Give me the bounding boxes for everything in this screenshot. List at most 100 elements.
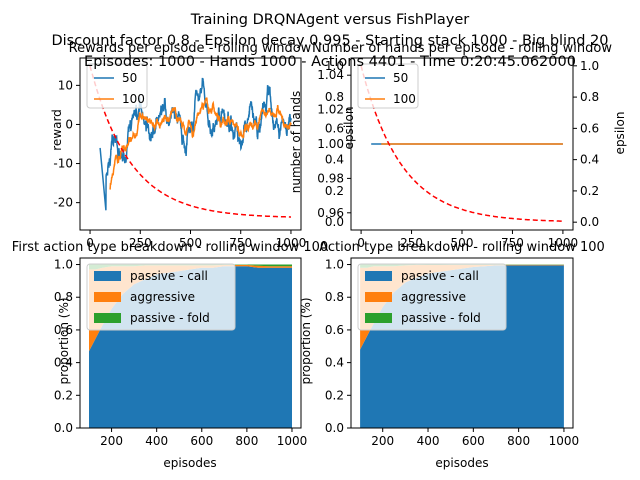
legend-label-50: 50 bbox=[393, 71, 408, 85]
y-tick-label: 1.00 bbox=[317, 137, 344, 151]
suptitle-line-3: Episodes: 1000 - Hands 1000 - Actions 44… bbox=[84, 54, 576, 70]
action-breakdown-x-label: episodes bbox=[435, 456, 488, 470]
y-tick-label: 1.0 bbox=[325, 258, 344, 272]
y-extra-tick-label: 0.0 bbox=[325, 215, 344, 229]
y-tick-label: 0.6 bbox=[54, 323, 73, 337]
x-tick-label: 500 bbox=[179, 236, 202, 250]
x-tick-label: 600 bbox=[190, 434, 213, 448]
first-action-subplot: passive - call aggressive passive - fold 2… bbox=[12, 240, 328, 470]
y-tick-label: 0.8 bbox=[325, 290, 344, 304]
first-action-y-ticks: 0.0 0.2 0.4 0.6 0.8 1.0 bbox=[54, 258, 80, 435]
legend-patch bbox=[94, 313, 121, 323]
x-tick-label: 600 bbox=[462, 434, 485, 448]
x-tick-label: 400 bbox=[417, 434, 440, 448]
x-tick-label: 1000 bbox=[276, 236, 307, 250]
legend-label-100: 100 bbox=[122, 92, 145, 106]
legend-patch bbox=[365, 292, 392, 302]
hands-y-label: number of hands bbox=[289, 91, 303, 193]
action-breakdown-y-label: proportion (%) bbox=[299, 297, 313, 384]
hands-y-ticks: 0.96 0.98 1.00 1.02 1.04 0.0 0.2 0.4 0.6 0.8 1.0 bbox=[317, 59, 351, 229]
x-tick-label: 250 bbox=[129, 236, 152, 250]
legend-box bbox=[357, 63, 419, 109]
y-extra-tick-label: 0.2 bbox=[325, 184, 344, 198]
x-tick-label: 800 bbox=[235, 434, 258, 448]
series-line-100 bbox=[109, 97, 292, 190]
y2-tick-label: 0.0 bbox=[580, 215, 599, 229]
y-extra-tick-label: 0.4 bbox=[325, 153, 344, 167]
hands-inner-epsilon-label: epsilon bbox=[342, 107, 356, 150]
x-tick-label: 400 bbox=[145, 434, 168, 448]
y-tick-label: 1.0 bbox=[54, 258, 73, 272]
first-action-plot-area: passive - call aggressive passive - fold bbox=[86, 263, 292, 428]
figure-suptitle: Training DRQNAgent versus FishPlayer Dis… bbox=[51, 12, 608, 70]
hands-y2-ticks: 0.0 0.2 0.4 0.6 0.8 1.0 bbox=[573, 59, 599, 229]
y2-tick-label: 0.6 bbox=[580, 121, 599, 135]
legend-patch bbox=[365, 271, 392, 281]
first-action-x-ticks: 200 400 600 800 1000 bbox=[100, 428, 307, 448]
y2-tick-label: 1.0 bbox=[580, 59, 599, 73]
hands-y2-label: epsilon bbox=[613, 112, 627, 155]
action-breakdown-plot-area: passive - call aggressive passive - fold bbox=[357, 263, 564, 428]
legend-label-50: 50 bbox=[122, 71, 137, 85]
hands-plot-area: 50 100 bbox=[357, 63, 563, 222]
y-tick-label: 0.96 bbox=[317, 206, 344, 220]
rewards-title: Rewards per episode - rolling window bbox=[69, 41, 312, 56]
y-tick-label: 0.6 bbox=[325, 323, 344, 337]
first-action-x-label: episodes bbox=[163, 456, 216, 470]
action-breakdown-x-ticks: 200 400 600 800 1000 bbox=[371, 428, 579, 448]
legend-label: aggressive bbox=[401, 290, 466, 304]
rewards-x-ticks: 0 250 500 750 1000 bbox=[86, 230, 306, 250]
x-tick-label: 800 bbox=[507, 434, 530, 448]
y-tick-label: 1.02 bbox=[317, 103, 344, 117]
hands-title: Number of hands per episode - rolling wi… bbox=[312, 41, 612, 56]
hands-x-ticks: 0 250 500 750 1000 bbox=[357, 230, 578, 250]
legend-label: passive - fold bbox=[401, 311, 481, 325]
legend-patch bbox=[94, 271, 121, 281]
x-tick-label: 0 bbox=[86, 236, 94, 250]
legend-box bbox=[357, 263, 507, 331]
y2-tick-label: 0.8 bbox=[580, 90, 599, 104]
y-tick-label: 0.4 bbox=[325, 356, 344, 370]
legend-patch bbox=[94, 292, 121, 302]
legend-label: passive - call bbox=[401, 269, 479, 283]
action-breakdown-axes-frame bbox=[350, 257, 574, 429]
legend-label-100: 100 bbox=[393, 92, 416, 106]
first-action-y-label: proportion (%) bbox=[57, 297, 71, 384]
x-tick-label: 500 bbox=[451, 236, 474, 250]
x-tick-label: 1000 bbox=[277, 434, 308, 448]
legend-box bbox=[86, 63, 148, 109]
hands-subplot: 50 100 0 250 500 750 1000 0.96 0.98 1.00 1.02 1.0… bbox=[289, 41, 627, 250]
x-tick-label: 250 bbox=[400, 236, 423, 250]
legend-label: passive - fold bbox=[130, 311, 210, 325]
series-line-50 bbox=[99, 77, 292, 211]
legend-patch bbox=[365, 313, 392, 323]
y-tick-label: 0 bbox=[65, 117, 73, 131]
x-tick-label: 1000 bbox=[548, 236, 579, 250]
epsilon-line bbox=[360, 65, 563, 222]
rewards-plot-area: 50 100 bbox=[86, 63, 292, 218]
y-tick-label: 0.0 bbox=[325, 421, 344, 435]
action-breakdown-title: Action type breakdown - rolling window 1… bbox=[319, 240, 605, 255]
suptitle-line-2: Discount factor 0.8 - Epsilon decay 0.99… bbox=[51, 33, 608, 49]
x-tick-label: 200 bbox=[100, 434, 123, 448]
y-extra-tick-label: 0.6 bbox=[325, 121, 344, 135]
y-extra-tick-label: 0.8 bbox=[325, 90, 344, 104]
action-breakdown-subplot: passive - call aggressive passive - fold 2… bbox=[299, 240, 605, 470]
x-tick-label: 750 bbox=[229, 236, 252, 250]
y2-tick-label: 0.2 bbox=[580, 184, 599, 198]
suptitle-line-1: Training DRQNAgent versus FishPlayer bbox=[190, 12, 469, 28]
x-tick-label: 0 bbox=[357, 236, 365, 250]
action-breakdown-y-ticks: 0.0 0.2 0.4 0.6 0.8 1.0 bbox=[325, 258, 351, 435]
y-tick-label: -20 bbox=[53, 196, 73, 210]
y-tick-label: 0.2 bbox=[54, 388, 73, 402]
y-tick-label: 0.4 bbox=[54, 356, 73, 370]
x-tick-label: 750 bbox=[501, 236, 524, 250]
y-tick-label: 0.8 bbox=[54, 290, 73, 304]
legend-label: passive - call bbox=[130, 269, 208, 283]
y-tick-label: 0.2 bbox=[325, 388, 344, 402]
rewards-y-label: reward bbox=[50, 109, 64, 151]
first-action-title: First action type breakdown - rolling wi… bbox=[12, 240, 328, 255]
rewards-y-ticks: -20 -10 0 10 bbox=[53, 78, 80, 210]
x-tick-label: 200 bbox=[371, 434, 394, 448]
